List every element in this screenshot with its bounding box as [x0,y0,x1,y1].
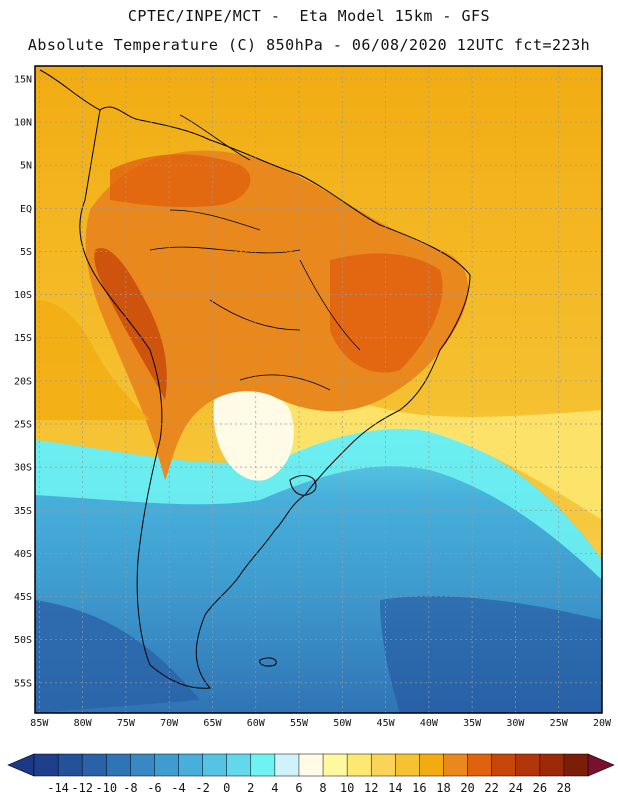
colorbar-label: 8 [319,781,326,795]
lat-label: 30S [14,463,32,474]
colorbar-swatch [563,753,589,777]
lat-label: 20S [14,376,32,387]
lon-label: 30W [506,718,525,729]
colorbar-swatch [154,753,180,777]
lon-label: 80W [74,718,93,729]
colorbar-label: 4 [271,781,278,795]
colorbar-under-arrow [7,753,35,777]
colorbar-swatch [178,753,204,777]
lon-label: 75W [117,718,136,729]
lat-label: 45S [14,592,32,603]
colorbar-swatch [106,753,131,777]
south-america-coast [79,106,471,689]
field-continent-warm [85,150,469,480]
colorbar-swatch [226,753,252,777]
lat-label: EQ [20,204,32,215]
title-line-2: Absolute Temperature (C) 850hPa - 06/08/… [27,36,591,54]
colorbar-swatch [419,753,445,777]
lon-label: 20W [593,718,612,729]
lat-label: 10S [14,290,32,301]
colorbar-swatch [322,753,348,777]
colorbar-swatch [539,753,565,777]
colorbar-swatch [467,753,493,777]
lagoa-dos-patos [289,475,317,496]
colorbar-label: 6 [295,781,302,795]
colorbar-label: -14 [47,781,69,795]
lon-label: 70W [160,718,179,729]
title-line-1: CPTEC/INPE/MCT - Eta Model 15km - GFS [127,7,491,25]
country-borders [149,114,361,391]
colorbar-swatch [395,753,420,777]
colorbar-swatch [274,753,300,777]
colorbar-swatch [202,753,228,777]
colorbar-label: 26 [533,781,547,795]
map-frame [34,65,603,714]
colorbar-label: 14 [388,781,402,795]
colorbar-label: 0 [223,781,230,795]
colorbar-swatch [515,753,541,777]
field-cold-southeast [380,596,602,713]
latitude-labels: 15N 10N 5N EQ 5S 10S 15S 20S 25S 30S 35S 40S 45S 50S 5… [14,74,32,689]
coastlines [39,69,471,689]
colorbar-label: -10 [95,781,117,795]
lon-label: 60W [247,718,266,729]
lat-label: 5S [20,247,32,258]
temperature-field [35,66,602,713]
colorbar-label: 18 [436,781,450,795]
lat-label: 35S [14,506,32,517]
field-hot-east-brazil [330,253,443,373]
colorbar-swatch [81,753,107,777]
colorbar-swatch [491,753,517,777]
colorbar-label: 20 [460,781,474,795]
lat-label: 10N [14,118,32,129]
colorbar-swatch [130,753,155,777]
field-cold-southwest [35,600,200,713]
colorbar-swatch [57,753,83,777]
colorbar-label: -6 [147,781,161,795]
colorbar-swatch [33,753,59,777]
colorbar-label: 16 [412,781,426,795]
colorbar-swatch [250,753,276,777]
field-cyan-band [35,427,602,580]
colorbar-label: 2 [247,781,254,795]
colorbar-swatch [346,753,372,777]
lat-label: 25S [14,420,32,431]
colorbar-swatch [298,753,324,777]
colorbar-label: -4 [171,781,185,795]
falklands-outline [259,657,277,667]
lat-label: 15N [14,74,32,85]
colorbar-label: -12 [71,781,93,795]
colorbar-label: 22 [484,781,498,795]
colorbar: -14 -12 -10 -8 -6 -4 -2 0 2 4 6 8 10 12 14 16 18 20 22 24 26… [7,753,615,795]
lon-label: 25W [550,718,569,729]
colorbar-label: 10 [340,781,354,795]
colorbar-label: 24 [509,781,523,795]
colorbar-label: -2 [195,781,209,795]
colorbar-label: 28 [557,781,571,795]
lon-label: 35W [463,718,482,729]
colorbar-over-arrow [587,753,615,777]
colorbar-swatch [443,753,469,777]
lat-label: 15S [14,333,32,344]
colorbar-swatch [370,753,396,777]
lon-label: 55W [290,718,309,729]
lon-label: 40W [420,718,439,729]
central-america-coast [39,69,101,111]
lon-label: 45W [377,718,396,729]
colorbar-label: 12 [364,781,378,795]
lat-label: 5N [20,161,32,172]
colorbar-label: -8 [123,781,137,795]
lat-label: 40S [14,549,32,560]
longitude-labels: 85W 80W 75W 70W 65W 60W 55W 50W 45W 40W 35W 30W 25W 2… [30,718,612,729]
field-yellow-band [210,376,602,520]
lon-label: 65W [203,718,222,729]
field-hot-north [110,154,251,208]
lon-label: 50W [333,718,352,729]
field-pacific-warm [35,300,150,420]
lat-label: 50S [14,635,32,646]
field-warm-pale-core [213,376,294,481]
lon-label: 85W [30,718,49,729]
lat-label: 55S [14,678,32,689]
